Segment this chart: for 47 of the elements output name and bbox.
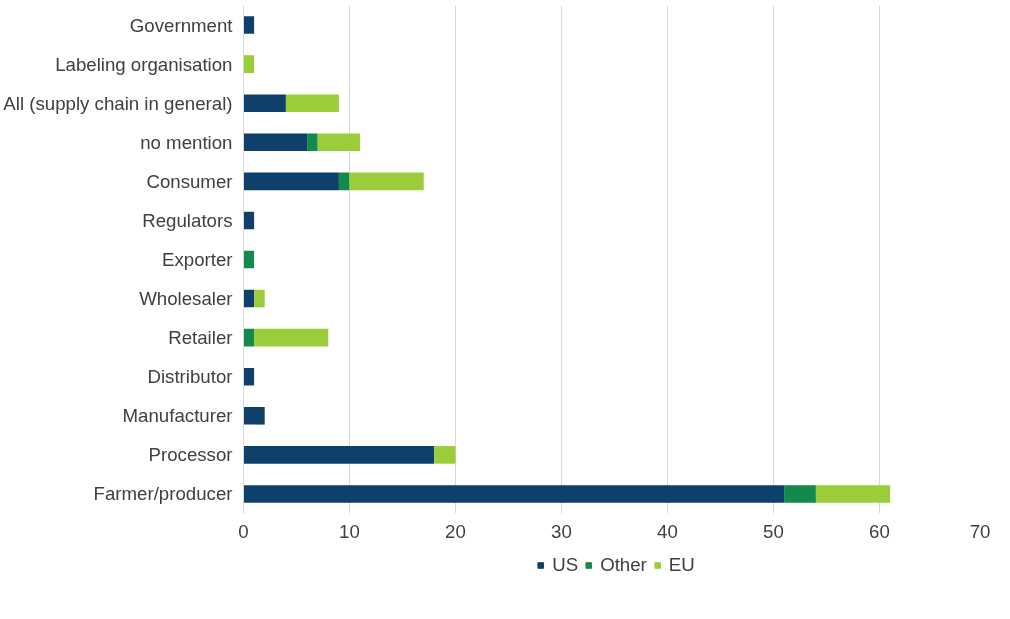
y-tick-label: Farmer/producer	[93, 483, 233, 505]
y-tick-label: Processor	[148, 444, 233, 466]
bar	[243, 172, 339, 191]
bar	[243, 94, 286, 112]
bar	[243, 289, 255, 308]
x-tick-label: 50	[763, 520, 784, 542]
y-tick-label: no mention	[140, 131, 233, 153]
bar	[338, 172, 350, 191]
bar	[285, 94, 339, 112]
legend-label: EU	[668, 554, 695, 576]
y-tick-label: Labeling organisation	[55, 53, 233, 75]
bar	[243, 55, 255, 73]
y-tick-label: Manufacturer	[122, 405, 233, 427]
x-tick-label: 70	[969, 520, 991, 542]
x-tick-label: 40	[657, 520, 678, 542]
bar	[815, 485, 891, 503]
bar	[784, 485, 816, 503]
bar	[317, 133, 361, 152]
bar	[243, 16, 255, 34]
legend-label: US	[552, 554, 579, 576]
x-tick-label: 10	[339, 520, 360, 542]
bar	[307, 133, 318, 152]
legend-label: Other	[600, 554, 647, 576]
x-tick-label: 20	[445, 520, 466, 542]
bar	[254, 328, 329, 347]
bar	[243, 446, 435, 464]
x-tick-label: 0	[238, 520, 249, 542]
y-tick-label: Distributor	[147, 366, 233, 388]
bar	[243, 407, 265, 425]
y-tick-label: Consumer	[146, 170, 233, 192]
y-tick-label: All (supply chain in general)	[3, 92, 233, 114]
x-tick-label: 60	[869, 520, 890, 542]
x-tick-label: 30	[551, 520, 572, 542]
bar	[349, 172, 424, 191]
y-tick-label: Regulators	[142, 209, 233, 231]
bar	[243, 367, 255, 386]
y-tick-label: Retailer	[168, 327, 233, 349]
bar	[434, 446, 456, 464]
bar	[243, 328, 255, 347]
bar	[254, 289, 265, 308]
bar	[243, 133, 308, 152]
bar	[243, 250, 255, 269]
bar	[243, 485, 785, 503]
y-tick-label: Exporter	[161, 249, 233, 270]
bar	[243, 211, 255, 230]
y-tick-label: Wholesaler	[139, 288, 233, 310]
y-tick-label: Government	[129, 14, 234, 36]
